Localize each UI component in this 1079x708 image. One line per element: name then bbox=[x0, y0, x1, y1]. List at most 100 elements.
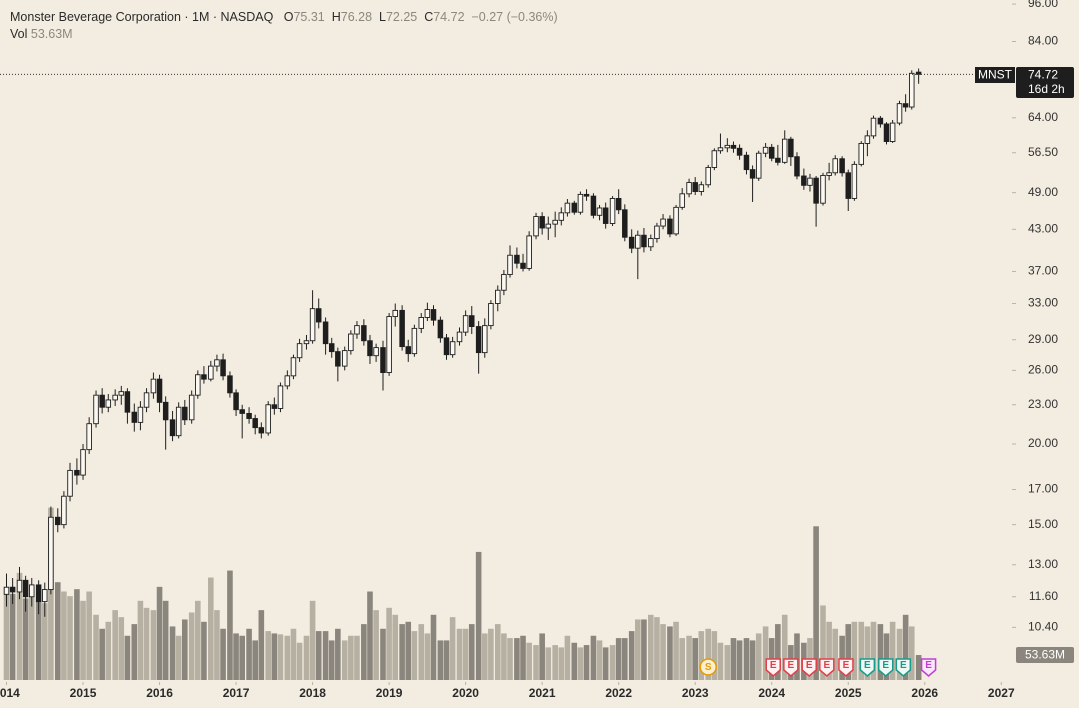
candle-body bbox=[258, 427, 265, 434]
event-label: E bbox=[770, 660, 777, 671]
volume-bar bbox=[411, 631, 418, 680]
ohlc-key: H bbox=[331, 10, 341, 24]
ohlc-value: 72.25 bbox=[385, 10, 418, 24]
candle-body bbox=[705, 167, 711, 186]
candle-body bbox=[577, 193, 584, 213]
volume-bar bbox=[3, 586, 10, 680]
volume-bar bbox=[736, 640, 743, 680]
x-tick-label: 2024 bbox=[758, 686, 785, 700]
price-change: −0.27 (−0.36%) bbox=[471, 10, 558, 24]
volume-bar bbox=[449, 617, 456, 680]
candle-body bbox=[730, 144, 737, 149]
candle-body bbox=[322, 321, 329, 345]
volume-bar bbox=[552, 645, 558, 680]
volume-bar bbox=[437, 640, 444, 680]
volume-bar bbox=[717, 642, 724, 680]
event-icon bbox=[801, 658, 817, 677]
candle-body bbox=[361, 325, 367, 342]
y-tick-label: 96.00 bbox=[1028, 0, 1058, 10]
volume-bar bbox=[635, 619, 641, 680]
candle-body bbox=[889, 122, 896, 142]
event-icon bbox=[819, 658, 835, 677]
candle-body bbox=[762, 146, 769, 154]
volume-bar bbox=[883, 633, 890, 680]
candle-body bbox=[214, 359, 220, 367]
event-label: E bbox=[882, 660, 889, 671]
x-tick-label: 2026 bbox=[911, 686, 938, 700]
event-icon bbox=[838, 658, 854, 677]
candle-body bbox=[826, 172, 832, 176]
event-icon bbox=[859, 658, 876, 677]
candle-body bbox=[399, 309, 405, 348]
candle-body bbox=[309, 308, 316, 342]
candle-body bbox=[188, 394, 195, 421]
volume-bar bbox=[622, 638, 628, 680]
volume-bar bbox=[124, 635, 131, 680]
volume-bar bbox=[902, 614, 909, 680]
volume-bar bbox=[545, 647, 552, 680]
volume-bar bbox=[150, 610, 157, 680]
x-tick-label: 2015 bbox=[70, 686, 97, 700]
candle-body bbox=[558, 212, 565, 221]
volume-bar bbox=[813, 526, 819, 680]
volume-bar bbox=[418, 624, 425, 680]
volume-bar bbox=[711, 631, 718, 680]
candle-body bbox=[641, 234, 647, 248]
candle-body bbox=[74, 469, 80, 476]
candle-body bbox=[67, 469, 73, 497]
volume-bar bbox=[354, 635, 360, 680]
volume-box bbox=[1016, 647, 1074, 663]
volume-bar bbox=[367, 591, 373, 680]
volume-bar bbox=[239, 635, 245, 680]
candle-body bbox=[354, 325, 360, 335]
candle-body bbox=[851, 163, 858, 199]
y-tick-label: 29.00 bbox=[1028, 332, 1058, 346]
candle-body bbox=[284, 375, 291, 387]
candle-body bbox=[552, 219, 558, 225]
candle-body bbox=[749, 169, 756, 179]
candle-body bbox=[246, 412, 252, 419]
candle-body bbox=[373, 347, 379, 357]
event-label: E bbox=[925, 660, 932, 671]
candle-body bbox=[462, 315, 469, 333]
y-tick-label: 26.00 bbox=[1028, 363, 1058, 377]
candle-body bbox=[9, 586, 16, 593]
ohlc-value: 74.72 bbox=[433, 10, 465, 24]
event-icon bbox=[895, 658, 912, 677]
candle-body bbox=[143, 392, 150, 408]
volume-bar bbox=[348, 635, 354, 680]
candle-body bbox=[220, 359, 226, 377]
volume-bar bbox=[227, 570, 233, 680]
volume-bar bbox=[858, 621, 865, 680]
volume-bar bbox=[896, 628, 903, 680]
volume-bar bbox=[208, 577, 214, 680]
candle-body bbox=[424, 309, 431, 318]
event-icon bbox=[877, 658, 894, 677]
candle-body bbox=[290, 357, 297, 377]
volume-bar bbox=[488, 628, 494, 680]
candle-body bbox=[201, 374, 207, 380]
candle-body bbox=[602, 207, 609, 224]
x-tick-label: 2020 bbox=[452, 686, 479, 700]
volume-bar bbox=[201, 621, 207, 680]
volume-bar bbox=[373, 610, 379, 680]
volume-bar bbox=[698, 631, 705, 680]
candle-body bbox=[788, 138, 794, 158]
candle-body bbox=[794, 156, 800, 177]
y-tick-label: 20.00 bbox=[1028, 436, 1058, 450]
volume-bar bbox=[648, 614, 654, 680]
volume-bar bbox=[755, 633, 762, 680]
event-label: E bbox=[900, 660, 907, 671]
y-tick-label: 17.00 bbox=[1028, 482, 1058, 496]
y-tick-label: 10.40 bbox=[1028, 620, 1058, 634]
candle-body bbox=[692, 182, 698, 192]
volume-bar bbox=[615, 638, 622, 680]
volume-bar bbox=[328, 640, 335, 680]
volume-bar bbox=[80, 600, 86, 680]
volume-bar bbox=[258, 610, 265, 680]
x-tick-label: 2022 bbox=[605, 686, 632, 700]
candle-body bbox=[724, 144, 731, 149]
volume-bar bbox=[667, 626, 673, 680]
volume-bar bbox=[692, 638, 698, 680]
